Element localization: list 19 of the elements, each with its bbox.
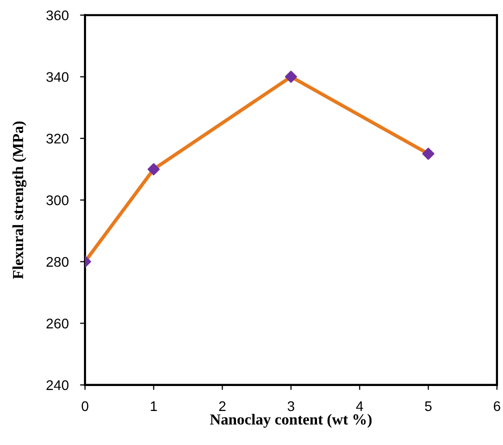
x-tick-label: 2 (219, 401, 226, 411)
point (148, 163, 160, 176)
x-axis-title: Nanoclay content (wt %) (210, 414, 372, 428)
y-tick-label: 240 (46, 380, 68, 390)
x-tick-label: 3 (288, 401, 294, 412)
x-tick-label: 5 (425, 401, 432, 412)
x-tick-label: 0 (82, 401, 88, 412)
point (284, 70, 298, 83)
y-tick-label: 340 (46, 72, 68, 82)
y-tick-label: 360 (46, 10, 68, 20)
y-tick-label: 300 (46, 195, 68, 206)
y-tick-label: 320 (46, 134, 68, 144)
x-tick-label: 1 (150, 401, 157, 411)
point (422, 148, 434, 160)
x-tick-label: 6 (494, 401, 500, 412)
x-tick-label: 4 (356, 401, 364, 411)
y-tick-label: 260 (46, 318, 68, 328)
y-axis-title: Flexural strength (MPa) (12, 121, 26, 279)
y-tick-label: 280 (46, 256, 68, 267)
